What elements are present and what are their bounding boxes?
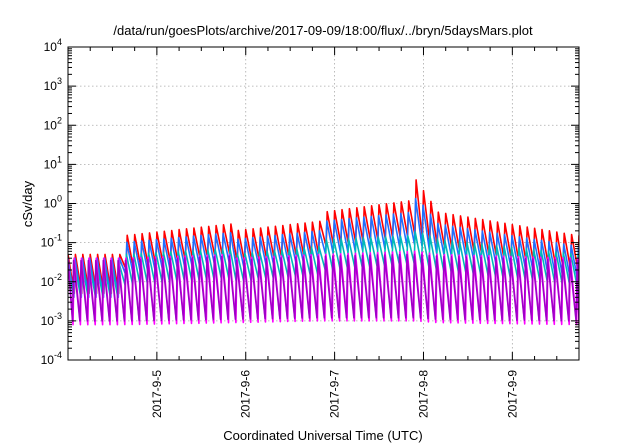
- x-tick-label: 2017-9-6: [239, 370, 253, 418]
- y-tick-label: 10-3: [41, 311, 62, 328]
- x-tick-label: 2017-9-8: [416, 370, 430, 418]
- y-axis: 10-4 10-3 10-2 10-1 100 101 102 103 104: [41, 37, 579, 367]
- series-line: [68, 253, 579, 322]
- grid: [68, 47, 579, 360]
- y-tick-label: 10-4: [41, 350, 62, 367]
- y-tick-label: 103: [44, 76, 62, 93]
- y-tick-label: 104: [44, 37, 62, 54]
- y-tick-label: 102: [44, 115, 62, 132]
- x-axis-title: Coordinated Universal Time (UTC): [223, 428, 422, 443]
- y-tick-label: 101: [44, 154, 62, 171]
- chart-title: /data/run/goesPlots/archive/2017-09-09/1…: [113, 23, 533, 38]
- x-tick-label: 2017-9-5: [150, 370, 164, 418]
- y-tick-label: 10-1: [41, 233, 62, 250]
- x-tick-label: 2017-9-7: [328, 370, 342, 418]
- x-axis: 2017-9-5 2017-9-6 2017-9-7 2017-9-8 2017-9-9: [89, 47, 558, 418]
- x-tick-label: 2017-9-9: [505, 370, 519, 418]
- y-axis-title: cSv/day: [20, 180, 35, 227]
- y-tick-label: 100: [44, 194, 62, 211]
- y-tick-label: 10-2: [41, 272, 62, 289]
- series-group: [68, 179, 579, 326]
